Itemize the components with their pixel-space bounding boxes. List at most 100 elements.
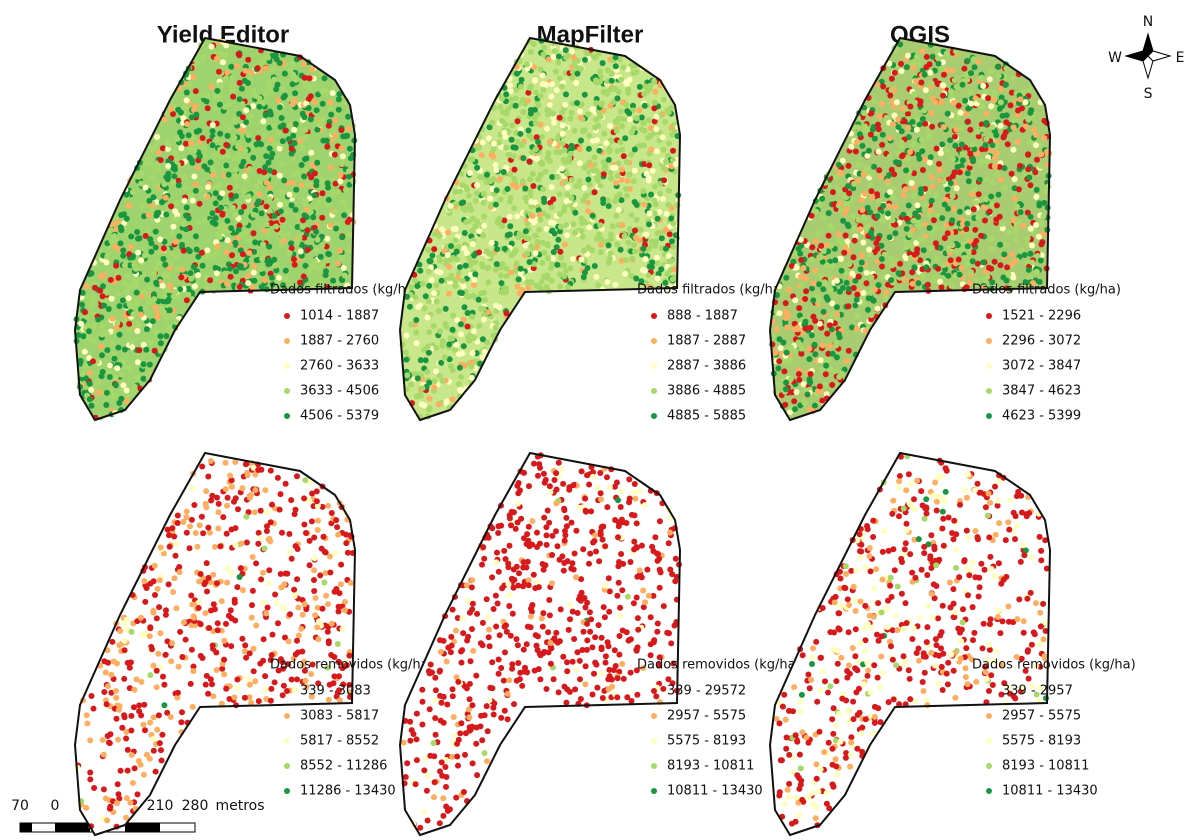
yield-point [587, 182, 593, 188]
yield-point [887, 189, 893, 195]
yield-point [445, 230, 451, 236]
yield-point [505, 716, 511, 722]
yield-point [303, 167, 309, 173]
yield-point [267, 168, 273, 174]
yield-point [256, 698, 262, 704]
yield-point [634, 520, 640, 526]
yield-point [476, 323, 482, 329]
yield-point [181, 174, 187, 180]
yield-point [329, 510, 335, 516]
yield-point [544, 686, 550, 692]
yield-point [426, 329, 432, 335]
yield-point [303, 530, 309, 536]
yield-point [533, 283, 539, 289]
yield-point [241, 204, 247, 210]
yield-point [505, 691, 511, 697]
yield-point [138, 615, 144, 621]
yield-point [413, 781, 419, 787]
yield-point [517, 670, 523, 676]
yield-point [608, 175, 614, 181]
yield-point [551, 54, 557, 60]
yield-point [215, 509, 221, 515]
yield-point [421, 402, 427, 408]
yield-point [290, 180, 296, 186]
yield-point [564, 232, 570, 238]
yield-point [929, 198, 935, 204]
yield-point [539, 260, 545, 266]
yield-point [513, 103, 519, 109]
yield-point [243, 461, 249, 467]
yield-point [852, 238, 858, 244]
yield-point [135, 791, 141, 797]
yield-point [486, 697, 492, 703]
yield-point [997, 242, 1003, 248]
yield-point [193, 112, 199, 118]
yield-point [233, 184, 239, 190]
yield-point [194, 143, 200, 149]
yield-point [217, 131, 223, 137]
yield-point [80, 371, 86, 377]
yield-point [511, 205, 517, 211]
yield-point [208, 159, 214, 165]
yield-point [124, 388, 130, 394]
yield-point [245, 273, 251, 279]
yield-point [260, 118, 266, 124]
yield-point [91, 706, 97, 712]
yield-point [614, 128, 620, 134]
yield-point [130, 254, 136, 260]
yield-point [420, 699, 426, 705]
yield-point [256, 104, 262, 110]
yield-point [615, 534, 621, 540]
yield-point [320, 190, 326, 196]
yield-point [580, 546, 586, 552]
yield-point [142, 253, 148, 259]
yield-point [225, 495, 231, 501]
yield-point [569, 110, 575, 116]
yield-point [812, 351, 818, 357]
yield-point [597, 148, 603, 154]
yield-point [869, 171, 875, 177]
yield-point [264, 204, 270, 210]
yield-point [86, 328, 92, 334]
yield-point [187, 155, 193, 161]
yield-point [441, 694, 447, 700]
yield-point [821, 215, 827, 221]
yield-point [152, 348, 158, 354]
yield-point [450, 686, 456, 692]
yield-point [548, 661, 554, 667]
yield-point [426, 406, 432, 412]
yield-point [150, 610, 156, 616]
yield-point [597, 222, 603, 228]
yield-point [453, 628, 459, 634]
yield-point [143, 305, 149, 311]
yield-point [328, 112, 334, 118]
yield-point [330, 90, 336, 96]
yield-point [570, 256, 576, 262]
yield-point [245, 676, 251, 682]
yield-point [282, 71, 288, 77]
yield-point [484, 758, 490, 764]
yield-point [95, 378, 101, 384]
yield-point [314, 624, 320, 630]
yield-point [549, 552, 555, 558]
legend-label: 5575 - 8193 [667, 734, 746, 749]
yield-point [471, 293, 477, 299]
yield-point [520, 109, 526, 115]
yield-point [443, 306, 449, 312]
yield-point [933, 240, 939, 246]
yield-point [306, 75, 312, 81]
yield-point [238, 565, 244, 571]
yield-point [258, 576, 264, 582]
yield-point [113, 381, 119, 387]
yield-point [459, 350, 465, 356]
yield-point [180, 519, 186, 525]
yield-point [140, 722, 146, 728]
yield-point [471, 277, 477, 283]
yield-point [269, 151, 275, 157]
yield-point [188, 276, 194, 282]
yield-point [660, 134, 666, 140]
yield-point [664, 211, 670, 217]
yield-point [440, 813, 446, 819]
yield-point [910, 227, 916, 233]
yield-point [637, 567, 643, 573]
